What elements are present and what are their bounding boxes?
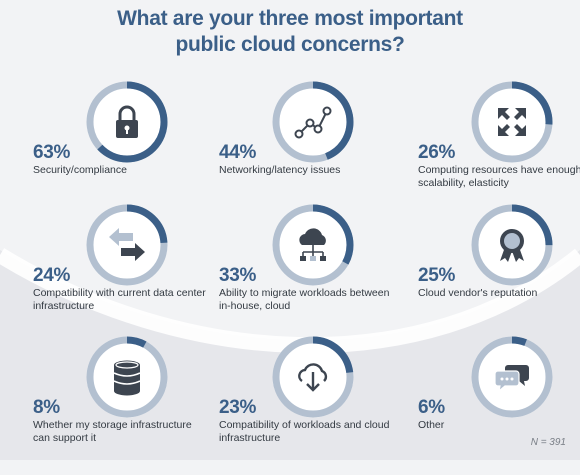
donut-chart: [86, 204, 168, 286]
concern-label: Ability to migrate workloads between in-…: [219, 287, 390, 312]
donut-chart: [86, 336, 168, 418]
donut-value-arc: [272, 81, 354, 163]
donut-chart: [86, 81, 168, 163]
cloud-download-icon: [298, 363, 328, 392]
concern-item-compatibility-with-current-data-center-infrastructure: 24% Compatibility with current data cente…: [33, 203, 211, 343]
donut-chart: [272, 336, 354, 418]
concern-item-cloud-vendor-s-reputation: 25% Cloud vendor's reputation: [418, 203, 580, 343]
concern-item-compatibility-of-workloads-and-cloud-infrastructure: 23% Compatibility of workloads and cloud …: [219, 335, 397, 475]
donut-chart: [471, 81, 553, 163]
concern-label: Compatibility of workloads and cloud inf…: [219, 419, 390, 444]
concern-label: Computing resources have enough scalabil…: [418, 164, 580, 189]
donut-value-arc: [86, 81, 168, 163]
concern-label: Networking/latency issues: [219, 164, 341, 176]
donut-value-arc: [86, 204, 168, 286]
chart-title-line-1: What are your three most important: [117, 7, 463, 30]
concern-item-whether-my-storage-infrastructure-can-support-it: 8% Whether my storage infrastructure can …: [33, 335, 211, 475]
lock-icon: [116, 105, 138, 138]
concern-item-other: 6% Other: [418, 335, 580, 475]
cloud-network-icon: [299, 228, 326, 261]
concern-item-ability-to-migrate-workloads-between-in-house-cloud: 33% Ability to migrate workloads between …: [219, 203, 397, 343]
concern-item-computing-resources-have-enough-scalability-elasticity: 26% Computing resources have enough scala…: [418, 80, 580, 220]
percentage-value: 6%: [418, 397, 445, 418]
concern-item-networking-latency-issues: 44% Networking/latency issues: [219, 80, 397, 220]
concern-label: Whether my storage infrastructure can su…: [33, 419, 192, 444]
concern-label: Other: [418, 419, 445, 431]
concern-label: Security/compliance: [33, 164, 127, 176]
concern-label: Cloud vendor's reputation: [418, 287, 538, 299]
sample-size-note: N = 391: [530, 437, 566, 448]
donut-value-arc: [272, 204, 354, 286]
donut-chart: [471, 204, 553, 286]
donut-value-arc: [272, 336, 354, 418]
percentage-value: 63%: [33, 142, 71, 163]
award-ribbon-icon: [500, 229, 524, 262]
donut-value-arc: [471, 336, 553, 418]
chart-title-line-2: public cloud concerns?: [175, 33, 405, 56]
percentage-value: 26%: [418, 142, 456, 163]
percentage-value: 24%: [33, 265, 71, 286]
donut-value-arc: [471, 81, 553, 163]
donut-background: [471, 81, 553, 163]
concern-label: Compatibility with current data center i…: [33, 287, 206, 312]
exchange-arrows-icon: [109, 228, 145, 261]
chat-bubbles-icon: [494, 365, 529, 393]
network-nodes-icon: [294, 106, 332, 139]
donut-background: [86, 204, 168, 286]
donut-chart: [272, 204, 354, 286]
concern-item-security-compliance: 63% Security/compliance: [33, 80, 211, 220]
expand-arrows-icon: [498, 108, 526, 136]
donut-chart: [471, 336, 553, 418]
donut-chart: [272, 81, 354, 163]
donut-value-arc: [86, 336, 168, 418]
percentage-value: 8%: [33, 397, 60, 418]
percentage-value: 25%: [418, 265, 456, 286]
percentage-value: 44%: [219, 142, 257, 163]
database-icon: [113, 360, 141, 396]
chart-title: What are your three most important publi…: [0, 6, 580, 58]
percentage-value: 23%: [219, 397, 257, 418]
donut-value-arc: [471, 204, 553, 286]
percentage-value: 33%: [219, 265, 257, 286]
